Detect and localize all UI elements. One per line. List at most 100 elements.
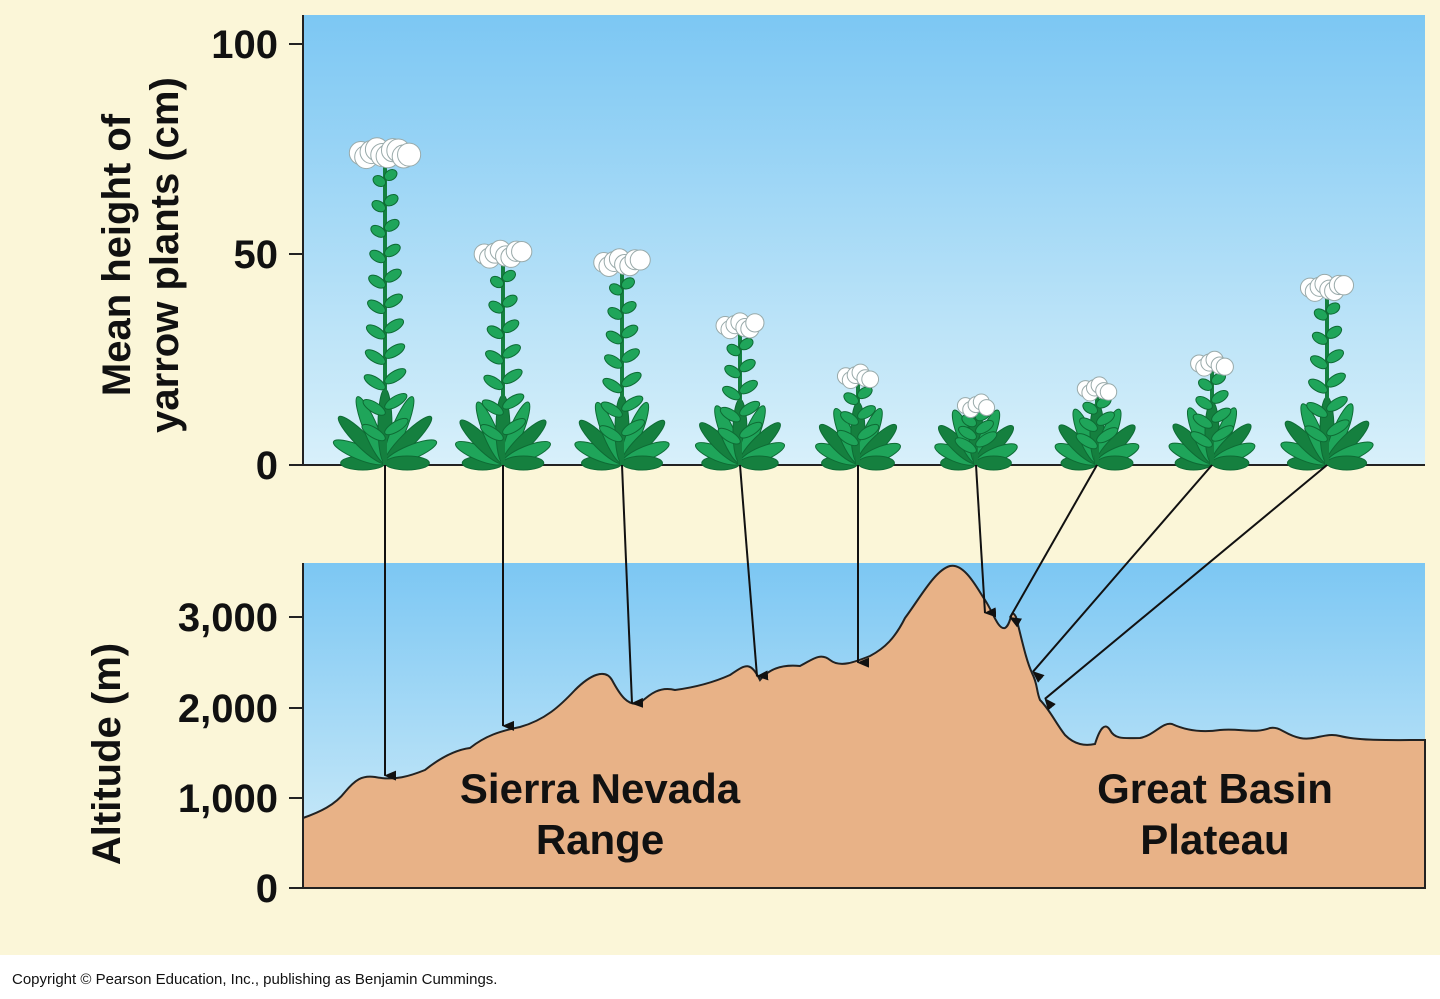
leaf bbox=[1313, 308, 1329, 321]
leaf bbox=[486, 325, 504, 340]
leaf bbox=[621, 371, 642, 388]
bottom-y-ticks bbox=[289, 616, 303, 889]
leaf bbox=[502, 319, 520, 334]
leaf bbox=[717, 427, 741, 445]
leaf bbox=[975, 431, 998, 448]
leaf bbox=[1211, 425, 1234, 442]
bottom-tick-label-1000: 1,000 bbox=[178, 777, 278, 821]
leaf bbox=[1079, 417, 1098, 432]
leaf bbox=[620, 277, 635, 290]
leaf bbox=[384, 417, 409, 436]
leaf bbox=[975, 455, 1012, 471]
bottom-tick-label-3000: 3,000 bbox=[178, 596, 278, 640]
leaf bbox=[1326, 325, 1343, 339]
leaf bbox=[1311, 331, 1328, 345]
leaf bbox=[599, 425, 623, 443]
leaf bbox=[363, 374, 386, 391]
flower bbox=[629, 249, 651, 271]
leaf bbox=[384, 393, 408, 410]
leaf bbox=[836, 429, 859, 447]
leaf bbox=[485, 350, 504, 365]
leaf bbox=[1325, 302, 1341, 315]
terrain-profile bbox=[302, 564, 1426, 889]
sierra-nevada-label-line1: Sierra Nevada bbox=[460, 765, 741, 812]
yarrow-plant bbox=[1280, 273, 1374, 471]
leaf bbox=[1198, 378, 1214, 391]
leaf bbox=[724, 364, 741, 379]
location-arrow bbox=[1044, 464, 1328, 711]
leaf bbox=[857, 386, 873, 400]
top-tick-label-0: 0 bbox=[256, 444, 278, 488]
leaf bbox=[843, 392, 859, 406]
leaf bbox=[502, 368, 523, 385]
leaf bbox=[384, 368, 407, 385]
leaf bbox=[726, 343, 742, 357]
leaf bbox=[1326, 349, 1344, 364]
leaf bbox=[502, 455, 545, 471]
leaf bbox=[1082, 401, 1098, 415]
leaf bbox=[739, 455, 779, 471]
flower bbox=[745, 313, 765, 333]
leaf bbox=[481, 399, 504, 416]
yarrow-plant bbox=[1054, 376, 1140, 471]
great-basin-label-line2: Plateau bbox=[1140, 816, 1289, 863]
flower bbox=[397, 142, 422, 167]
leaf bbox=[719, 406, 741, 423]
leaf bbox=[1326, 395, 1348, 412]
leaf bbox=[1096, 411, 1115, 426]
leaf bbox=[371, 199, 387, 213]
leaf bbox=[1306, 401, 1328, 418]
leaf bbox=[621, 300, 637, 314]
leaf bbox=[857, 405, 876, 420]
top-tick-label-100: 100 bbox=[211, 23, 278, 67]
plant-to-location-arrows bbox=[384, 464, 1328, 781]
leaf bbox=[1308, 378, 1328, 394]
leaf bbox=[362, 399, 386, 416]
leaf bbox=[1211, 389, 1229, 404]
bottom-ylabel: Altitude (m) bbox=[85, 643, 129, 865]
leaf bbox=[483, 374, 504, 391]
yarrow-plant bbox=[815, 363, 901, 471]
leaf bbox=[1326, 419, 1350, 437]
yarrow-plant bbox=[455, 239, 551, 471]
leaf bbox=[1096, 455, 1134, 471]
flower bbox=[1099, 383, 1118, 401]
leaf bbox=[502, 344, 521, 359]
leaf bbox=[1096, 427, 1119, 444]
leaf bbox=[384, 293, 403, 309]
leaf bbox=[602, 377, 623, 394]
leaf bbox=[958, 425, 977, 441]
leaf bbox=[621, 324, 639, 339]
copyright-text: Copyright © Pearson Education, Inc., pub… bbox=[12, 971, 497, 988]
leaf bbox=[1310, 355, 1328, 370]
leaf bbox=[368, 274, 386, 289]
leaf bbox=[621, 455, 663, 471]
leaf bbox=[739, 379, 758, 395]
location-arrow bbox=[739, 464, 769, 681]
leaf bbox=[609, 283, 624, 296]
flower bbox=[1333, 275, 1355, 296]
leaf bbox=[364, 349, 386, 365]
location-arrow bbox=[975, 464, 997, 618]
leaf bbox=[384, 318, 405, 334]
leaf bbox=[361, 423, 386, 442]
leaf bbox=[840, 411, 859, 426]
top-tick-label-50: 50 bbox=[234, 233, 279, 277]
yarrow-plant bbox=[1168, 350, 1256, 471]
flower bbox=[511, 240, 533, 263]
leaf bbox=[739, 400, 761, 417]
leaf bbox=[383, 169, 398, 182]
leaf bbox=[384, 455, 430, 471]
top-ylabel-line1: Mean height of bbox=[95, 113, 139, 396]
bottom-tick-label-2000: 2,000 bbox=[178, 687, 278, 731]
leaf bbox=[1195, 395, 1213, 410]
leaf bbox=[857, 423, 880, 441]
leaf bbox=[739, 421, 763, 439]
leaf bbox=[384, 218, 400, 232]
sierra-nevada-label-line2: Range bbox=[536, 816, 664, 863]
leaf bbox=[384, 243, 401, 258]
leaf bbox=[488, 300, 504, 314]
yarrow-plant bbox=[694, 312, 786, 471]
leaf bbox=[370, 224, 386, 238]
